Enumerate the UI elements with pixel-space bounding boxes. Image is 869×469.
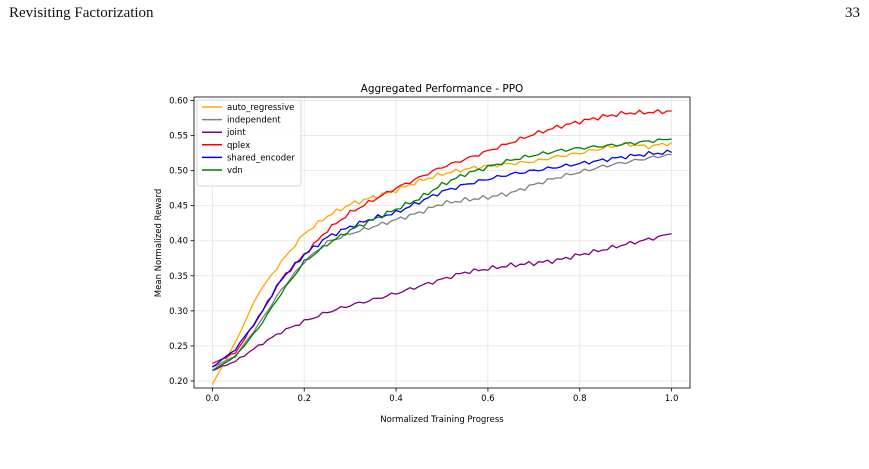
legend: auto_regressive independent joint qplex shar… — [196, 99, 302, 187]
series-line-vdn — [212, 138, 672, 372]
x-tick-label: 0.0 — [206, 394, 220, 404]
y-tick-label: 0.20 — [169, 377, 188, 387]
x-tick-label: 0.4 — [389, 394, 403, 404]
y-tick-label: 0.60 — [169, 97, 188, 107]
legend-label: vdn — [227, 166, 243, 176]
x-tick-label: 1.0 — [665, 394, 679, 404]
series-layer — [211, 108, 672, 385]
y-tick-label: 0.35 — [169, 272, 188, 282]
running-header: Revisiting Factorization 33 — [0, 0, 869, 40]
legend-label: joint — [226, 128, 246, 138]
y-tick-label: 0.25 — [169, 342, 188, 352]
tick-layer: 0.0 0.2 0.4 0.6 0.8 1.0 0.20 0.25 0.30 0.35 0.40 0.… — [169, 97, 678, 404]
x-tick-label: 0.2 — [297, 394, 311, 404]
legend-label: independent — [227, 116, 281, 126]
plot-frame — [193, 96, 691, 389]
y-tick-label: 0.45 — [169, 202, 188, 212]
legend-label: shared_encoder — [227, 153, 295, 163]
x-tick-label: 0.8 — [573, 394, 587, 404]
legend-entries: auto_regressive independent joint qplex shar… — [202, 103, 295, 176]
x-tick-label: 0.6 — [481, 394, 495, 404]
chart-title: Aggregated Performance - PPO — [361, 83, 524, 95]
x-axis-label: Normalized Training Progress — [380, 415, 504, 425]
series-line-shared_encoder — [212, 149, 672, 368]
y-tick-label: 0.30 — [169, 307, 188, 317]
y-axis-label: Mean Normalized Reward — [154, 189, 164, 297]
header-title: Revisiting Factorization — [9, 5, 154, 21]
legend-box — [196, 99, 302, 187]
series-line-auto_regressive — [211, 141, 672, 385]
y-tick-label: 0.55 — [169, 132, 188, 142]
series-line-independent — [212, 153, 672, 368]
page-number: 33 — [845, 5, 860, 21]
y-tick-label: 0.50 — [169, 167, 188, 177]
legend-label: auto_regressive — [227, 103, 294, 113]
y-tick-label: 0.40 — [169, 237, 188, 247]
series-line-joint — [212, 233, 672, 372]
legend-label: qplex — [227, 141, 250, 151]
